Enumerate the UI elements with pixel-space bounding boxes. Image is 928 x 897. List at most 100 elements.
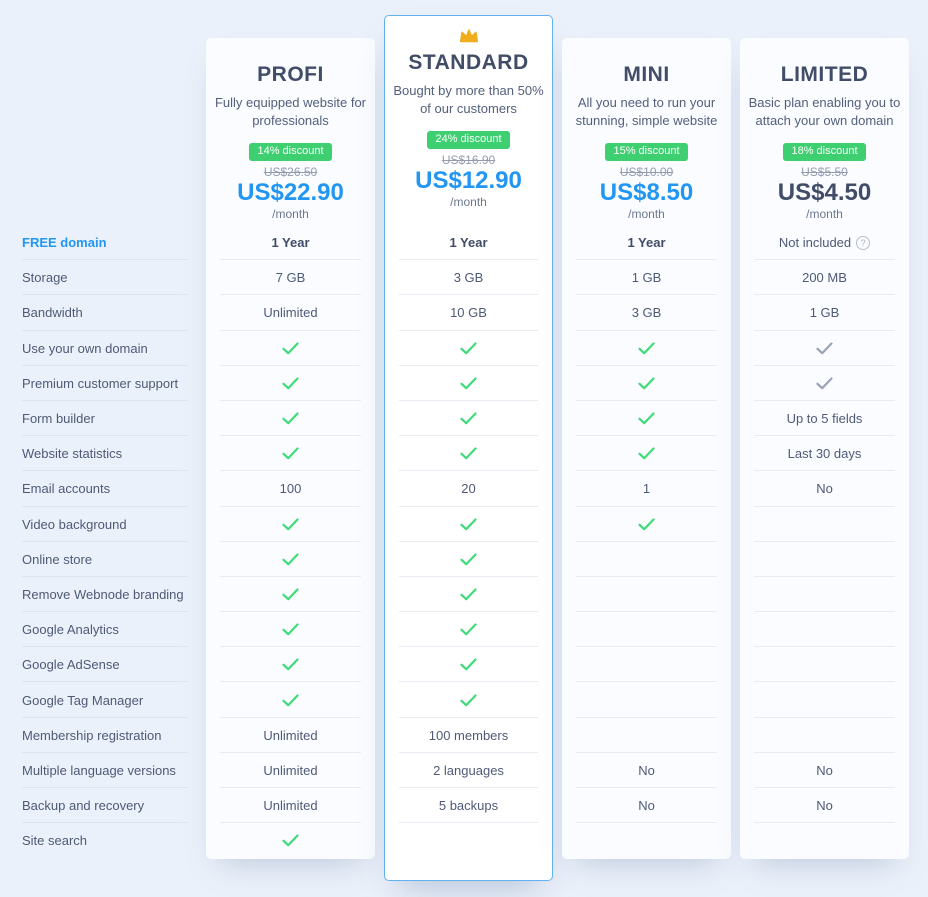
feature-label-text: Email accounts (22, 481, 111, 497)
plan-cell: 100 (206, 471, 375, 507)
plan-cell (206, 612, 375, 648)
plan-value: Unlimited (263, 305, 318, 321)
plan-card-profi: PROFI Fully equipped website for professi… (206, 38, 375, 859)
plan-value: Unlimited (263, 798, 318, 814)
feature-label-use-your-own-domain: Use your own domain (0, 331, 206, 366)
check-icon (638, 377, 655, 390)
plan-cell (385, 401, 552, 437)
plan-cell: 7 GB (206, 260, 375, 296)
plan-cell: 1 (562, 471, 731, 507)
check-icon (282, 412, 299, 425)
feature-label-google-adsense: Google AdSense (0, 647, 206, 683)
empty-cell (740, 718, 909, 754)
plan-card-limited: LIMITED Basic plan enabling you to attach… (740, 38, 909, 859)
feature-label-text: Google AdSense (22, 657, 120, 673)
plan-value: 1 Year (449, 235, 488, 251)
check-icon (460, 693, 477, 707)
plan-pricing: 15% discount US$10.00 US$8.50/month (600, 143, 693, 221)
plan-cell: Last 30 days (740, 436, 909, 472)
feature-label-text: Bandwidth (22, 305, 83, 321)
plan-cell (385, 436, 552, 472)
check-icon (638, 412, 655, 425)
check-icon (282, 588, 299, 601)
help-icon[interactable]: ? (856, 235, 871, 250)
plan-cell: Unlimited (206, 788, 375, 824)
empty-cell (740, 647, 909, 683)
plan-cell: Unlimited (206, 753, 375, 789)
feature-label-email-accounts: Email accounts (0, 471, 206, 507)
discount-badge: 15% discount (605, 143, 688, 162)
empty-cell (740, 682, 909, 718)
plan-cell (385, 612, 552, 648)
plan-value: No (638, 762, 655, 778)
price-period: /month (272, 207, 309, 222)
plan-cell: Up to 5 fields (740, 401, 909, 437)
feature-label-text: Membership registration (22, 727, 162, 743)
feature-label-remove-webnode-branding: Remove Webnode branding (0, 577, 206, 613)
feature-label-text: Google Tag Manager (22, 692, 144, 708)
check-icon (282, 834, 299, 847)
check-muted-icon (816, 342, 833, 355)
feature-label-site-search: Site search (0, 823, 206, 858)
plan-cell (562, 331, 731, 366)
feature-label-storage: Storage (0, 260, 206, 296)
feature-label-text: FREE domain (22, 235, 107, 251)
check-icon (282, 623, 299, 636)
plan-cell: 1 GB (740, 295, 909, 331)
plan-header: STANDARD Bought by more than 50% of our c… (385, 16, 552, 225)
plan-price: US$22.90 (237, 179, 344, 207)
price-period: /month (450, 195, 487, 210)
plan-value: No (816, 762, 833, 778)
plan-header: LIMITED Basic plan enabling you to attach… (740, 38, 909, 225)
plan-name: MINI (623, 63, 670, 86)
plan-values: 1 Year 1 GB 3 GB 1 No No (562, 225, 731, 858)
original-price: US$26.50 (263, 165, 318, 180)
plan-value: 1 Year (271, 235, 310, 251)
empty-cell (562, 577, 731, 613)
plan-value: Not included (778, 235, 852, 251)
plan-cell (206, 401, 375, 437)
check-icon (638, 517, 655, 531)
plan-value: 100 members (428, 727, 509, 743)
feature-label-backup-and-recovery: Backup and recovery (0, 788, 206, 824)
price-period: /month (806, 207, 843, 222)
plan-value: 3 GB (453, 270, 484, 286)
plan-cell: No (740, 753, 909, 789)
check-icon (282, 553, 299, 566)
feature-label-text: Google Analytics (22, 622, 119, 638)
plan-pricing: 24% discount US$16.90 US$12.90/month (415, 131, 522, 209)
plan-cell (206, 507, 375, 542)
check-icon (282, 517, 299, 531)
plan-name: LIMITED (780, 63, 869, 86)
plan-cell (740, 366, 909, 402)
check-icon (282, 377, 299, 390)
plan-cell (562, 436, 731, 472)
plan-value: 10 GB (450, 305, 487, 321)
plan-cell (206, 577, 375, 613)
plan-cell: No (562, 753, 731, 789)
feature-label-google-tag-manager: Google Tag Manager (0, 682, 206, 718)
plan-cell: 20 (385, 471, 552, 507)
plan-value: 100 (279, 481, 302, 497)
plan-cell (206, 366, 375, 402)
feature-label-text: Form builder (22, 411, 95, 427)
plan-cell: No (562, 788, 731, 824)
discount-badge: 14% discount (249, 143, 332, 162)
plan-cell (562, 401, 731, 437)
empty-cell (562, 647, 731, 683)
plan-cell: 1 Year (385, 225, 552, 261)
check-icon (282, 658, 299, 671)
feature-label-text: Use your own domain (22, 340, 148, 356)
plan-cell: 5 backups (385, 788, 552, 824)
feature-label-text: Video background (22, 516, 127, 532)
feature-label-text: Website statistics (22, 446, 123, 462)
plan-value: 1 Year (627, 235, 666, 251)
plan-cell (385, 507, 552, 542)
plan-value: No (638, 798, 655, 814)
plan-cell (562, 366, 731, 402)
empty-cell (385, 823, 552, 858)
feature-label-free-domain[interactable]: FREE domain (0, 225, 206, 261)
plan-name: PROFI (257, 63, 324, 86)
check-icon (638, 447, 655, 460)
